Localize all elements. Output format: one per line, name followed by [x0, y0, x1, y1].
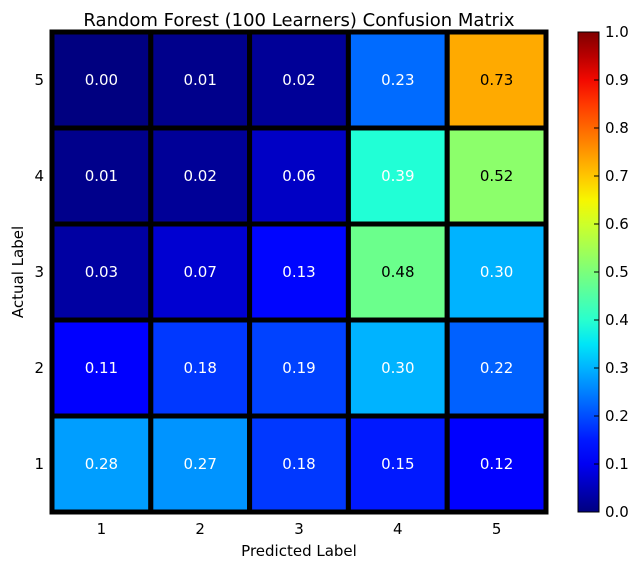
x-axis-label: Predicted Label: [241, 542, 357, 560]
x-axis-ticks: 1 2 3 4 5: [97, 520, 502, 538]
heatmap-cell-label: 0.18: [282, 455, 315, 473]
x-tick-label: 2: [195, 520, 205, 538]
heatmap-cell-label: 0.11: [85, 359, 118, 377]
colorbar-tick-label: 0.6: [605, 215, 629, 233]
heatmap-cell-label: 0.27: [183, 455, 216, 473]
y-tick-label: 2: [34, 359, 44, 377]
x-tick-label: 5: [492, 520, 502, 538]
heatmap-cell: [444, 125, 549, 227]
y-tick-label: 4: [34, 167, 44, 185]
heatmap-cell: [148, 317, 253, 419]
y-tick-label: 1: [34, 455, 44, 473]
colorbar-tick-label: 0.9: [605, 71, 629, 89]
heatmap-cell-label: 0.30: [381, 359, 414, 377]
heatmap-cell-label: 0.03: [85, 263, 118, 281]
heatmap-cell-label: 0.07: [183, 263, 216, 281]
heatmap-cell-label: 0.39: [381, 167, 414, 185]
heatmap-cell: [345, 317, 450, 419]
heatmap-cell-label: 0.22: [480, 359, 513, 377]
heatmap-cell-label: 0.73: [480, 71, 513, 89]
heatmap-cell-label: 0.15: [381, 455, 414, 473]
y-tick-label: 5: [34, 71, 44, 89]
colorbar-tick-label: 0.1: [605, 455, 629, 473]
plot-frame: [51, 31, 547, 513]
colorbar-ticks: 0.0 0.1 0.2 0.3 0.4 0.5 0.6 0.7 0.8 0.9 1.0: [594, 23, 629, 521]
heatmap-cell: [444, 317, 549, 419]
heatmap-cell-label: 0.01: [183, 71, 216, 89]
colorbar-tick-label: 0.7: [605, 167, 629, 185]
y-axis-ticks: 5 4 3 2 1: [34, 71, 44, 473]
heatmap-cell-label: 0.48: [381, 263, 414, 281]
heatmap-cell-label: 0.18: [183, 359, 216, 377]
heatmap-cell-label: 0.12: [480, 455, 513, 473]
heatmap-cell-label: 0.02: [183, 167, 216, 185]
heatmap-cell-label: 0.23: [381, 71, 414, 89]
heatmap-cell-label: 0.13: [282, 263, 315, 281]
colorbar-tick-label: 1.0: [605, 23, 629, 41]
x-tick-label: 1: [97, 520, 107, 538]
colorbar-tick-label: 0.5: [605, 263, 629, 281]
heatmap-cell-label: 0.19: [282, 359, 315, 377]
colorbar-tick-label: 0.4: [605, 311, 629, 329]
colorbar-tick-label: 0.8: [605, 119, 629, 137]
heatmap-cell: [247, 413, 351, 515]
heatmap-cell-label: 0.01: [85, 167, 118, 185]
heatmap-cell: [247, 125, 351, 227]
x-tick-label: 3: [294, 520, 304, 538]
heatmap-cell-label: 0.02: [282, 71, 315, 89]
x-tick-label: 4: [393, 520, 403, 538]
heatmap-cell-label: 0.00: [85, 71, 118, 89]
heatmap-cell-label: 0.28: [85, 455, 118, 473]
colorbar-tick-label: 0.0: [605, 503, 629, 521]
heatmap-cell-label: 0.52: [480, 167, 513, 185]
heatmap-cell-labels: 0.00 0.01 0.02 0.23 0.73 0.01 0.02 0.06 0.39 0.52…: [85, 71, 514, 473]
y-axis-label: Actual Label: [9, 226, 27, 318]
heatmap-cell-label: 0.06: [282, 167, 315, 185]
colorbar-tick-label: 0.3: [605, 359, 629, 377]
colorbar-tick-label: 0.2: [605, 407, 629, 425]
heatmap-cell-label: 0.30: [480, 263, 513, 281]
y-tick-label: 3: [34, 263, 44, 281]
chart-title: Random Forest (100 Learners) Confusion M…: [83, 10, 514, 31]
